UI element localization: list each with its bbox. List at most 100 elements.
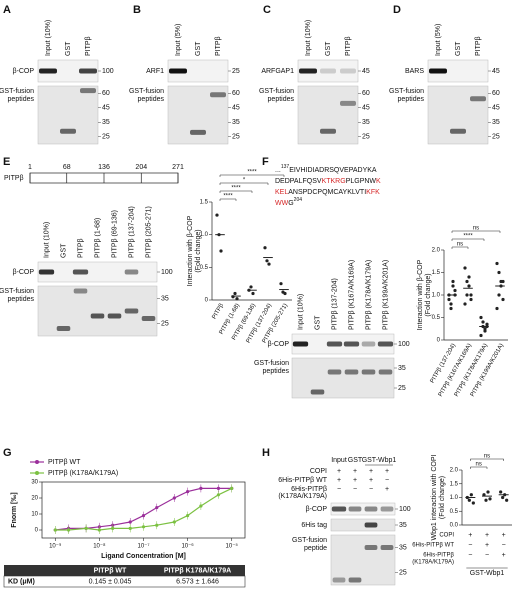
band [364, 506, 378, 512]
condition-label: 6His-PITPβ WT [278, 477, 327, 484]
significance-bracket [451, 230, 501, 233]
blot-image [37, 85, 99, 145]
table-body [3, 575, 246, 588]
y-tick-label: 0.5 [450, 509, 459, 515]
row-label: ARF1 [146, 68, 164, 75]
band [340, 100, 356, 106]
row-label: peptides [8, 96, 35, 103]
marker-label: 35 [492, 119, 500, 126]
condition-sign: + [502, 552, 506, 559]
condition-label: COPI [310, 468, 327, 475]
significance-bracket [219, 190, 253, 193]
lane-label: GST [325, 41, 332, 56]
band [72, 269, 89, 275]
lane-header: GST-Wbp1 [362, 457, 397, 464]
lane-label: GST [314, 315, 321, 330]
band [310, 389, 325, 395]
condition-sign: + [353, 468, 357, 475]
row-label: GST-fusion [389, 88, 424, 95]
x-tick-label: PITPβ (K199A/K201A) [470, 343, 505, 398]
row-label: β-COP [12, 269, 34, 276]
lane-label: PITPβ [85, 36, 92, 56]
condition-sign: − [385, 477, 389, 484]
lane-header: Input [331, 457, 347, 464]
data-point [216, 493, 221, 497]
x-tick-label: 10⁻⁵ [226, 543, 239, 550]
marker-label: 25 [399, 569, 407, 576]
data-point [484, 498, 488, 502]
lane-label: Input (10%) [305, 20, 312, 56]
data-point [219, 249, 223, 253]
condition-sign: + [385, 468, 389, 475]
band [361, 341, 376, 347]
marker-label: 100 [399, 506, 411, 513]
y-tick-label: 1.5 [450, 481, 459, 487]
data-point [467, 275, 471, 279]
marker-label: 25 [102, 134, 110, 141]
data-point [469, 493, 473, 497]
condition-sign: + [502, 532, 506, 539]
data-point [186, 514, 190, 518]
blot-image [330, 518, 396, 532]
data-point [97, 528, 101, 532]
data-point [449, 306, 453, 311]
condition-label: (K178A/K179A) [278, 493, 327, 500]
sequence-line: DEDPALFQSVKTKRGPLGPNWK [275, 178, 381, 185]
legend-dot [35, 460, 39, 464]
table-header-cell: PITPβ WT [94, 567, 127, 574]
condition-sign: + [369, 468, 373, 475]
data-point [66, 528, 71, 532]
data-point [488, 497, 492, 501]
marker-label: 35 [398, 365, 406, 372]
lane-label: PITPβ [475, 36, 482, 56]
row-label: peptides [138, 96, 165, 103]
significance-label: **** [463, 234, 473, 240]
data-point [233, 291, 237, 296]
y-tick-label: 2.0 [450, 468, 459, 474]
data-point [463, 266, 467, 270]
significance-label: **** [231, 186, 241, 192]
lane-label: PITPβ (1-68) [94, 218, 101, 258]
data-point [501, 495, 505, 500]
marker-label: 35 [102, 119, 110, 126]
y-tick-label: 1.5 [432, 270, 441, 276]
marker-label: 35 [399, 544, 407, 551]
domain-position: 1 [28, 164, 32, 171]
sequence-segment: PLGPNW [346, 178, 377, 185]
band [380, 506, 394, 512]
band [292, 341, 309, 347]
data-point [497, 270, 501, 275]
band [378, 369, 393, 375]
data-point [479, 315, 483, 320]
band [364, 545, 378, 550]
band [60, 128, 76, 134]
data-point [447, 297, 451, 302]
sequence-segment: K [376, 178, 381, 185]
sequence-line: ...137EIVHIDIADRSQVEPADYKA [275, 164, 377, 174]
data-point [84, 526, 88, 531]
row-label: β-COP [305, 506, 327, 513]
significance-label: ns [457, 242, 463, 248]
domain-position: 204 [135, 164, 147, 171]
legend-label: PITPβ WT [48, 459, 81, 466]
band [299, 68, 317, 74]
row-label: GST-fusion [254, 360, 289, 367]
lane-label: PITPβ [215, 36, 222, 56]
band [343, 341, 360, 347]
y-tick-label: 1.5 [200, 200, 209, 206]
condition-sign: − [468, 552, 472, 559]
row-label: BARS [405, 68, 424, 75]
data-point [111, 526, 115, 531]
lane-label: PITPβ (137-204) [331, 278, 338, 330]
data-point [465, 293, 469, 297]
data-point [479, 333, 483, 338]
data-point [495, 306, 499, 311]
marker-label: 25 [232, 68, 240, 75]
marker-label: 35 [362, 119, 370, 126]
blot-image [37, 285, 158, 337]
condition-label: 6His-PITPβ [423, 553, 454, 559]
data-point [199, 486, 203, 490]
data-point [495, 261, 499, 266]
marker-label: 45 [492, 68, 500, 75]
data-point [483, 327, 487, 331]
